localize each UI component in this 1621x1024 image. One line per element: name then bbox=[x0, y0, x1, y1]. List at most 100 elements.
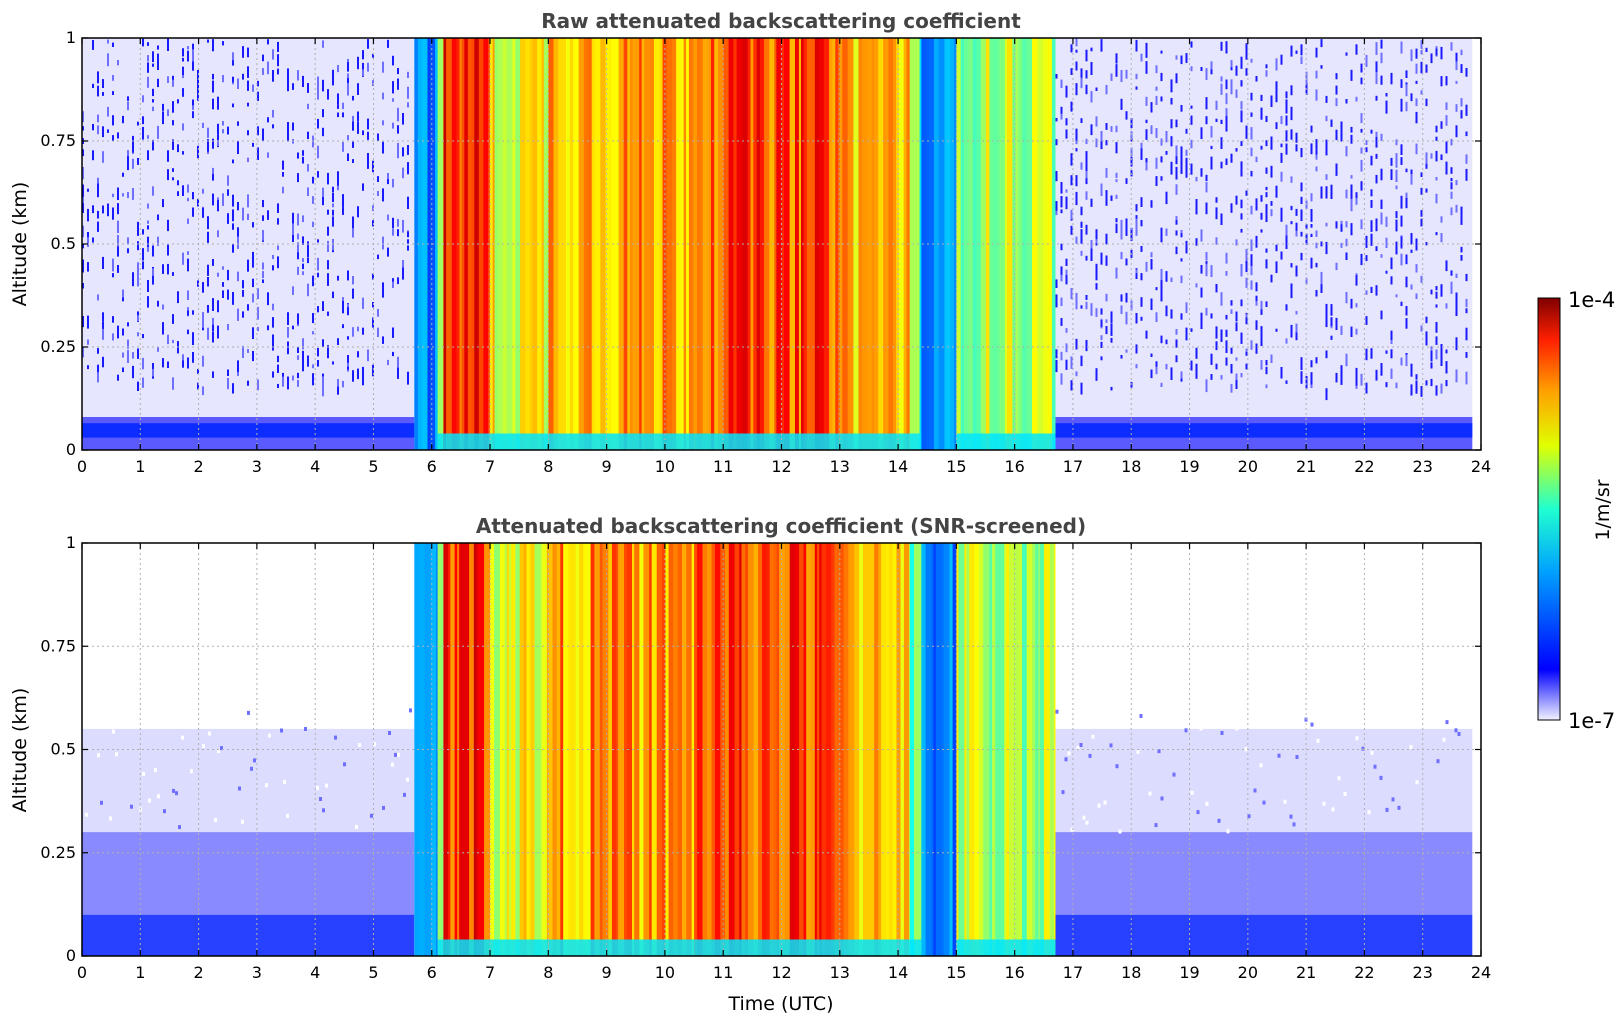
heatmap-cell bbox=[1435, 304, 1438, 308]
heatmap-cell bbox=[1310, 209, 1313, 222]
heatmap-cell bbox=[197, 198, 199, 207]
heatmap-cell bbox=[1245, 363, 1248, 370]
heatmap-cell bbox=[1350, 69, 1353, 81]
heatmap-cell bbox=[82, 728, 415, 833]
heatmap-cell bbox=[334, 735, 337, 740]
heatmap-cell bbox=[1255, 295, 1258, 304]
heatmap-cell bbox=[267, 152, 269, 158]
heatmap-cell bbox=[1080, 231, 1083, 244]
heatmap-cell bbox=[262, 271, 264, 278]
heatmap-cell bbox=[949, 543, 954, 956]
heatmap-cell bbox=[1335, 98, 1338, 107]
heatmap-cell bbox=[1240, 264, 1243, 277]
heatmap-cell bbox=[202, 282, 204, 293]
heatmap-cell bbox=[1450, 191, 1453, 199]
heatmap-cell bbox=[397, 143, 399, 149]
heatmap-cell bbox=[190, 769, 193, 774]
heatmap-cell bbox=[97, 210, 99, 219]
heatmap-cell bbox=[287, 130, 289, 142]
heatmap-cell bbox=[1235, 373, 1238, 381]
heatmap-cell bbox=[1140, 53, 1143, 62]
heatmap-cell bbox=[392, 55, 394, 66]
heatmap-cell bbox=[1175, 145, 1178, 157]
heatmap-cell bbox=[1165, 228, 1168, 236]
heatmap-cell bbox=[280, 728, 283, 733]
heatmap-cell bbox=[167, 109, 169, 117]
heatmap-cell bbox=[707, 543, 712, 956]
heatmap-cell bbox=[1195, 176, 1198, 182]
heatmap-cell bbox=[1205, 97, 1208, 110]
heatmap-cell bbox=[943, 543, 950, 956]
x-tick-label: 21 bbox=[1296, 963, 1316, 982]
x-tick-label: 10 bbox=[655, 457, 675, 476]
y-axis-ticks: 00.250.50.751 bbox=[40, 533, 1481, 965]
x-tick-label: 16 bbox=[1004, 963, 1024, 982]
heatmap-cell bbox=[1255, 343, 1258, 354]
heatmap-cell bbox=[147, 243, 149, 252]
heatmap-cell bbox=[1370, 189, 1373, 197]
heatmap-cell bbox=[498, 38, 503, 450]
heatmap-cell bbox=[1245, 68, 1248, 76]
heatmap-cell bbox=[167, 244, 169, 256]
heatmap-cell bbox=[1190, 139, 1193, 149]
heatmap-cell bbox=[222, 75, 224, 78]
heatmap-cell bbox=[868, 543, 875, 956]
heatmap-cell bbox=[862, 543, 869, 956]
heatmap-cell bbox=[1070, 380, 1073, 391]
heatmap-cell bbox=[1185, 157, 1188, 167]
heatmap-cell bbox=[1415, 98, 1418, 107]
heatmap-cell bbox=[385, 721, 388, 726]
heatmap-cell bbox=[137, 381, 139, 391]
heatmap-cell bbox=[272, 265, 274, 271]
heatmap-cell bbox=[1155, 128, 1158, 138]
heatmap-cell bbox=[232, 223, 234, 230]
heatmap-cell bbox=[1250, 58, 1253, 63]
heatmap-cell bbox=[377, 254, 379, 260]
heatmap-cell bbox=[292, 375, 294, 381]
heatmap-cell bbox=[1265, 192, 1268, 198]
heatmap-cell bbox=[1440, 46, 1443, 60]
heatmap-cell bbox=[1335, 221, 1338, 229]
heatmap-cell bbox=[1145, 261, 1148, 272]
heatmap-cell bbox=[1085, 295, 1088, 300]
heatmap-cell bbox=[1061, 790, 1065, 795]
heatmap-cell bbox=[122, 115, 124, 124]
heatmap-cell bbox=[1067, 751, 1071, 756]
heatmap-cell bbox=[1004, 38, 1008, 450]
heatmap-cell bbox=[1271, 721, 1275, 726]
heatmap-cell bbox=[362, 327, 364, 335]
heatmap-cell bbox=[892, 38, 897, 450]
heatmap-cell bbox=[933, 543, 937, 956]
heatmap-cell bbox=[898, 38, 904, 450]
x-tick-label: 9 bbox=[602, 963, 612, 982]
heatmap-cell bbox=[147, 135, 149, 139]
heatmap-cell bbox=[1210, 156, 1213, 170]
heatmap-cell bbox=[1275, 81, 1278, 94]
heatmap-cell bbox=[1135, 268, 1138, 279]
heatmap-cell bbox=[1365, 348, 1368, 361]
heatmap-cell bbox=[1320, 271, 1323, 285]
heatmap-cell bbox=[1400, 79, 1403, 88]
heatmap-cell bbox=[252, 252, 254, 257]
heatmap-cell bbox=[1420, 210, 1423, 217]
heatmap-cell bbox=[839, 543, 845, 956]
heatmap-cell bbox=[322, 197, 324, 206]
heatmap-cell bbox=[1151, 714, 1155, 719]
heatmap-cell bbox=[1240, 112, 1243, 123]
heatmap-cell bbox=[397, 356, 399, 370]
heatmap-cell bbox=[814, 543, 818, 956]
heatmap-cell bbox=[1060, 274, 1063, 282]
heatmap-cell bbox=[1285, 115, 1288, 126]
heatmap-cell bbox=[1175, 216, 1178, 225]
heatmap-cell bbox=[302, 361, 304, 372]
heatmap-cell bbox=[1315, 230, 1318, 237]
heatmap-cell bbox=[1155, 361, 1158, 371]
heatmap-cell bbox=[1350, 198, 1353, 212]
heatmap-cell bbox=[362, 62, 364, 70]
heatmap-cell bbox=[1155, 287, 1158, 291]
heatmap-cell bbox=[1380, 52, 1383, 64]
heatmap-cell bbox=[322, 127, 324, 137]
heatmap-cell bbox=[217, 140, 219, 147]
heatmap-cell bbox=[1085, 301, 1088, 310]
heatmap-cell bbox=[87, 208, 89, 222]
